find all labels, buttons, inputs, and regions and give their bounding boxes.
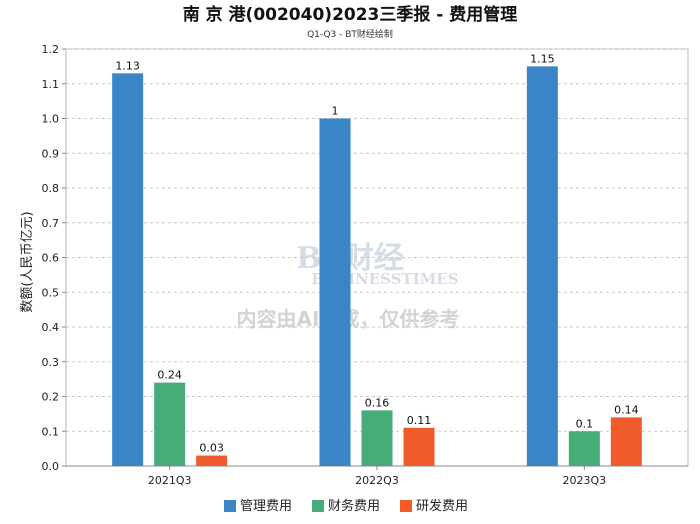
x-tick-label: 2021Q3 (148, 474, 192, 487)
bar-2022Q3-财务费用 (361, 410, 393, 466)
data-label: 0.16 (365, 396, 390, 409)
y-axis-label: 数额(人民币亿元) (20, 211, 35, 312)
legend-label: 管理费用 (240, 499, 292, 514)
legend-label: 财务费用 (328, 498, 380, 514)
y-tick-label: 0.4 (42, 321, 60, 334)
chart-title: 南 京 港(002040)2023三季报 - 费用管理 (183, 4, 518, 25)
data-label: 1 (332, 105, 339, 118)
y-tick-label: 0.9 (42, 147, 60, 160)
data-label: 1.13 (115, 59, 140, 72)
x-tick-label: 2022Q3 (355, 474, 399, 487)
y-tick-label: 0.5 (42, 286, 60, 299)
legend-label: 研发费用 (416, 498, 468, 514)
bar-2021Q3-管理费用 (112, 73, 144, 466)
legend-swatch-财务费用 (312, 500, 324, 512)
bar-2022Q3-管理费用 (319, 118, 351, 466)
y-tick-label: 1.2 (42, 43, 60, 56)
bar-2023Q3-研发费用 (610, 417, 642, 466)
bar-series-group (112, 66, 642, 466)
bar-2022Q3-研发费用 (403, 427, 435, 466)
y-tick-label: 1.0 (42, 113, 60, 126)
data-labels: 1.13 0.24 0.03 1 0.16 0.11 1.15 0.1 0.14 (115, 52, 638, 454)
data-label: 0.03 (199, 442, 224, 455)
bar-2021Q3-研发费用 (196, 455, 228, 466)
x-axis: 2021Q3 2022Q3 2023Q3 (66, 465, 688, 487)
data-label: 0.11 (407, 414, 432, 427)
y-axis: 0.0 0.1 0.2 0.3 0.4 0.5 0.6 0.7 0.8 0.9 1.0 1.1 1.2 (42, 43, 66, 473)
data-label: 1.15 (530, 52, 555, 65)
bar-2023Q3-管理费用 (526, 66, 558, 466)
y-tick-label: 0.3 (42, 356, 60, 369)
bar-2021Q3-财务费用 (154, 382, 186, 466)
y-tick-label: 0.0 (42, 460, 60, 473)
y-tick-label: 0.1 (42, 425, 60, 438)
y-tick-label: 1.1 (42, 78, 60, 91)
data-label: 0.14 (614, 403, 639, 416)
y-tick-label: 0.2 (42, 391, 60, 404)
legend: 管理费用 财务费用 研发费用 (224, 498, 468, 514)
data-label: 0.24 (157, 369, 182, 382)
y-tick-label: 0.8 (42, 182, 60, 195)
legend-swatch-管理费用 (224, 500, 236, 512)
legend-swatch-研发费用 (400, 500, 412, 512)
y-tick-label: 0.7 (42, 217, 60, 230)
chart-subtitle: Q1-Q3 - BT财经绘制 (307, 28, 393, 40)
bar-2023Q3-财务费用 (568, 431, 600, 466)
x-tick-label: 2023Q3 (563, 474, 607, 487)
y-tick-label: 0.6 (42, 252, 60, 265)
data-label: 0.1 (576, 417, 594, 430)
